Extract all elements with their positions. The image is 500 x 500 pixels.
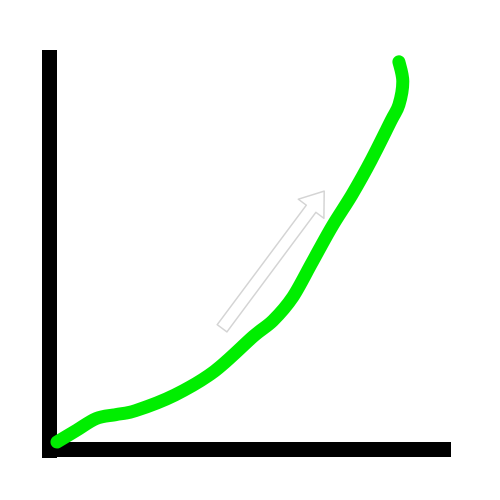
y-axis <box>42 50 57 458</box>
x-axis <box>42 442 451 457</box>
trend-arrow-0 <box>216 190 325 333</box>
series-line-0 <box>50 55 410 449</box>
